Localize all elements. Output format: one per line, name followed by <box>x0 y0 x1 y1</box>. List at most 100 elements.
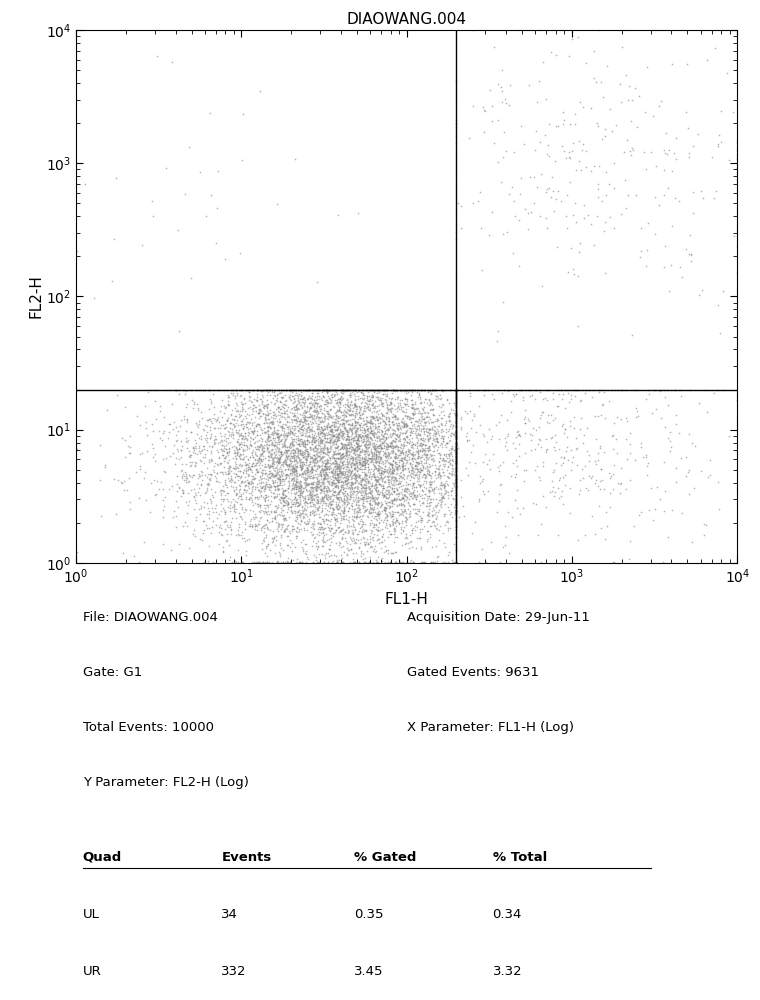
Point <box>389 423 401 439</box>
Point <box>391 422 404 438</box>
Point <box>220 504 232 520</box>
Point <box>450 435 462 451</box>
Point <box>421 420 433 436</box>
Point <box>450 519 462 535</box>
Point <box>650 158 662 174</box>
Point <box>404 469 416 485</box>
Point <box>257 478 269 494</box>
Point <box>373 392 385 408</box>
Point <box>423 409 435 425</box>
Point <box>328 459 340 475</box>
Point <box>315 450 328 466</box>
Point <box>385 456 397 472</box>
Point <box>307 395 319 411</box>
Point <box>313 519 325 535</box>
Point <box>450 499 462 515</box>
Point <box>216 437 228 453</box>
Point <box>450 540 462 556</box>
Point <box>287 552 299 568</box>
Point <box>450 431 462 447</box>
Point <box>575 392 587 408</box>
Point <box>318 480 330 496</box>
Point <box>258 410 271 426</box>
Point <box>256 383 268 399</box>
Point <box>441 392 453 408</box>
Point <box>276 490 288 506</box>
Point <box>334 403 346 419</box>
Point <box>387 413 399 429</box>
Point <box>311 500 323 516</box>
Point <box>287 518 299 534</box>
Point <box>366 397 378 413</box>
Point <box>330 382 342 398</box>
Point <box>340 438 352 454</box>
Point <box>306 449 318 465</box>
Point <box>283 456 295 472</box>
Point <box>450 453 462 469</box>
Point <box>163 416 176 432</box>
Point <box>411 461 423 477</box>
Point <box>297 394 309 410</box>
Point <box>343 474 355 490</box>
Point <box>359 428 372 444</box>
Point <box>340 476 353 492</box>
Point <box>450 542 462 558</box>
Point <box>401 480 413 496</box>
Point <box>323 520 335 536</box>
Point <box>382 401 394 417</box>
Point <box>315 462 327 478</box>
Point <box>373 471 385 487</box>
Point <box>317 513 329 529</box>
Point <box>418 479 430 495</box>
Point <box>388 463 400 479</box>
Point <box>353 493 365 509</box>
Point <box>275 516 287 532</box>
Point <box>207 410 219 426</box>
Point <box>374 484 386 500</box>
Point <box>641 242 654 258</box>
Point <box>274 472 286 488</box>
Point <box>387 492 399 508</box>
Point <box>331 472 343 488</box>
Point <box>355 482 367 498</box>
Point <box>556 418 568 434</box>
Point <box>415 423 427 439</box>
Point <box>282 421 294 437</box>
Point <box>319 382 331 398</box>
Point <box>334 412 347 428</box>
Point <box>349 475 361 491</box>
Point <box>623 533 635 549</box>
Point <box>429 467 442 483</box>
Point <box>202 382 214 398</box>
Point <box>519 445 531 461</box>
Point <box>431 411 443 427</box>
Point <box>253 405 265 421</box>
Point <box>353 427 366 443</box>
Point <box>450 382 462 398</box>
Point <box>328 414 340 430</box>
Point <box>320 482 332 498</box>
Point <box>336 464 348 480</box>
Point <box>356 384 368 400</box>
Point <box>325 463 337 479</box>
Point <box>422 431 434 447</box>
Point <box>194 468 206 484</box>
Point <box>285 502 297 518</box>
Point <box>623 78 635 94</box>
Point <box>731 410 743 426</box>
Point <box>315 519 327 535</box>
Point <box>386 469 398 485</box>
Point <box>296 421 308 437</box>
Point <box>442 522 454 538</box>
Point <box>116 430 128 446</box>
Point <box>423 508 435 524</box>
Point <box>313 458 325 474</box>
Point <box>231 445 243 461</box>
Point <box>295 419 307 435</box>
Point <box>393 415 405 431</box>
Point <box>192 430 204 446</box>
Point <box>252 405 264 421</box>
Point <box>405 421 417 437</box>
Point <box>331 397 344 413</box>
Point <box>360 415 372 431</box>
